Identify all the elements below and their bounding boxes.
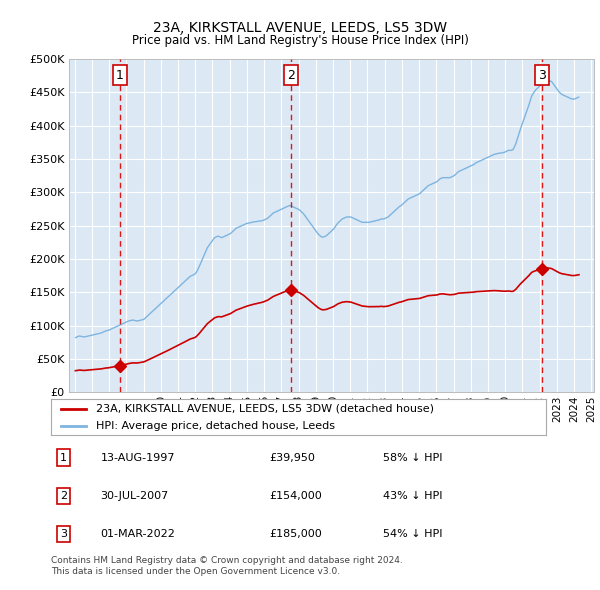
Text: 01-MAR-2022: 01-MAR-2022 (101, 529, 175, 539)
Text: 1: 1 (116, 68, 124, 81)
Text: 23A, KIRKSTALL AVENUE, LEEDS, LS5 3DW: 23A, KIRKSTALL AVENUE, LEEDS, LS5 3DW (153, 21, 447, 35)
Text: 43% ↓ HPI: 43% ↓ HPI (383, 491, 442, 501)
Text: 1: 1 (60, 453, 67, 463)
Text: Price paid vs. HM Land Registry's House Price Index (HPI): Price paid vs. HM Land Registry's House … (131, 34, 469, 47)
Text: £39,950: £39,950 (269, 453, 314, 463)
Text: 3: 3 (538, 68, 546, 81)
Text: 23A, KIRKSTALL AVENUE, LEEDS, LS5 3DW (detached house): 23A, KIRKSTALL AVENUE, LEEDS, LS5 3DW (d… (95, 404, 434, 414)
Text: 3: 3 (60, 529, 67, 539)
Text: 54% ↓ HPI: 54% ↓ HPI (383, 529, 442, 539)
Text: HPI: Average price, detached house, Leeds: HPI: Average price, detached house, Leed… (95, 421, 335, 431)
Text: 58% ↓ HPI: 58% ↓ HPI (383, 453, 442, 463)
Text: 2: 2 (287, 68, 295, 81)
Text: 30-JUL-2007: 30-JUL-2007 (101, 491, 169, 501)
Text: 2: 2 (60, 491, 67, 501)
Text: £154,000: £154,000 (269, 491, 322, 501)
Text: Contains HM Land Registry data © Crown copyright and database right 2024.
This d: Contains HM Land Registry data © Crown c… (51, 556, 403, 576)
Text: 13-AUG-1997: 13-AUG-1997 (101, 453, 175, 463)
Text: £185,000: £185,000 (269, 529, 322, 539)
